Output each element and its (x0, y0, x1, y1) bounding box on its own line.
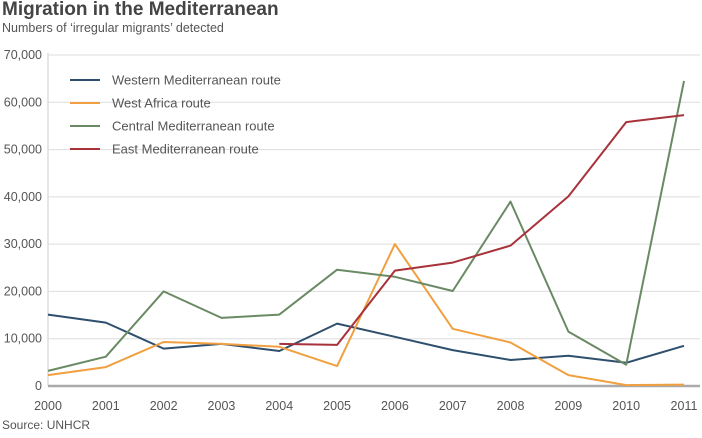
x-tick-label: 2000 (34, 399, 62, 413)
legend-label: East Mediterranean route (112, 142, 259, 157)
chart-title: Migration in the Mediterranean (2, 0, 279, 20)
legend-label: Western Mediterranean route (112, 73, 281, 88)
x-tick-label: 2005 (323, 399, 351, 413)
y-tick-label: 40,000 (4, 190, 42, 204)
legend-label: West Africa route (112, 96, 211, 111)
series-line-2 (47, 80, 685, 372)
y-tick-label: 20,000 (4, 284, 42, 298)
x-tick-label: 2009 (554, 399, 582, 413)
series-line-3 (279, 114, 685, 346)
x-tick-label: 2004 (265, 399, 293, 413)
x-tick-label: 2001 (92, 399, 120, 413)
x-tick-label: 2002 (150, 399, 178, 413)
source-note: Source: UNHCR (2, 418, 91, 432)
chart-subtitle: Numbers of ‘irregular migrants’ detected (2, 21, 224, 35)
y-tick-label: 30,000 (4, 237, 42, 251)
y-tick-label: 0 (35, 379, 42, 393)
x-tick-label: 2008 (497, 399, 525, 413)
y-tick-label: 50,000 (4, 143, 42, 157)
y-tick-label: 60,000 (4, 95, 42, 109)
series-line-0 (47, 313, 685, 364)
series-line-1 (47, 243, 685, 387)
x-tick-label: 2006 (381, 399, 409, 413)
x-tick-label: 2003 (208, 399, 236, 413)
y-tick-label: 10,000 (4, 332, 42, 346)
x-tick-label: 2007 (439, 399, 467, 413)
x-tick-label: 2010 (612, 399, 640, 413)
legend-label: Central Mediterranean route (112, 119, 275, 134)
x-tick-label: 2011 (671, 399, 698, 413)
y-tick-label: 70,000 (4, 48, 42, 62)
